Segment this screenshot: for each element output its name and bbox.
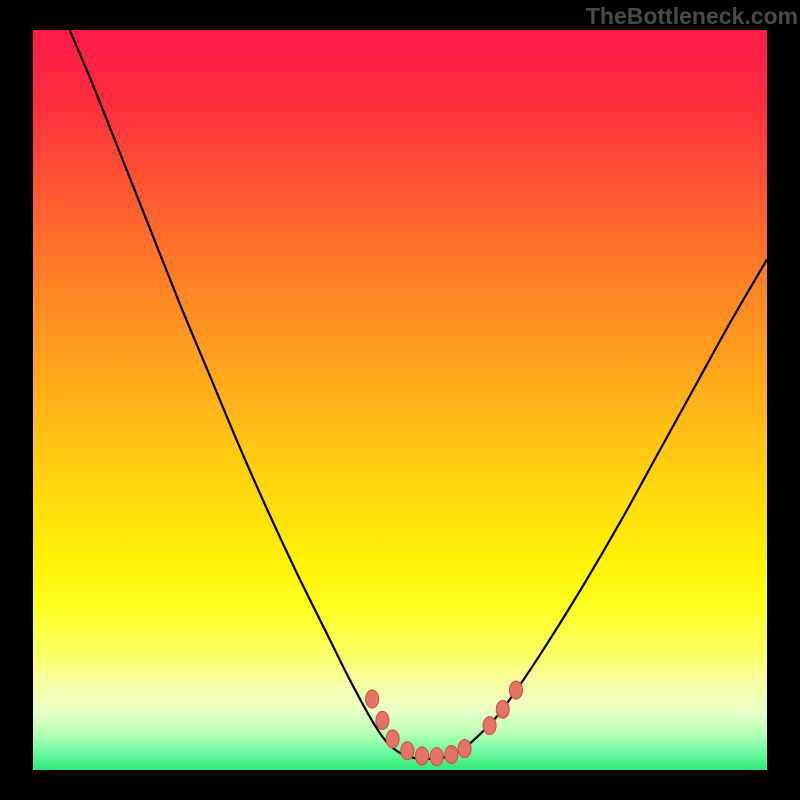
data-marker bbox=[458, 740, 471, 758]
data-marker bbox=[430, 748, 443, 766]
data-marker bbox=[509, 681, 522, 699]
data-marker bbox=[366, 690, 379, 708]
chart-svg bbox=[0, 0, 800, 800]
data-marker bbox=[483, 717, 496, 735]
chart-container: TheBottleneck.com bbox=[0, 0, 800, 800]
data-marker bbox=[416, 747, 429, 765]
data-marker bbox=[376, 711, 389, 729]
watermark-text: TheBottleneck.com bbox=[586, 3, 798, 30]
data-marker bbox=[496, 700, 509, 718]
data-marker bbox=[445, 745, 458, 763]
bottleneck-curve bbox=[70, 30, 767, 759]
data-marker bbox=[386, 730, 399, 748]
data-marker bbox=[401, 742, 414, 760]
